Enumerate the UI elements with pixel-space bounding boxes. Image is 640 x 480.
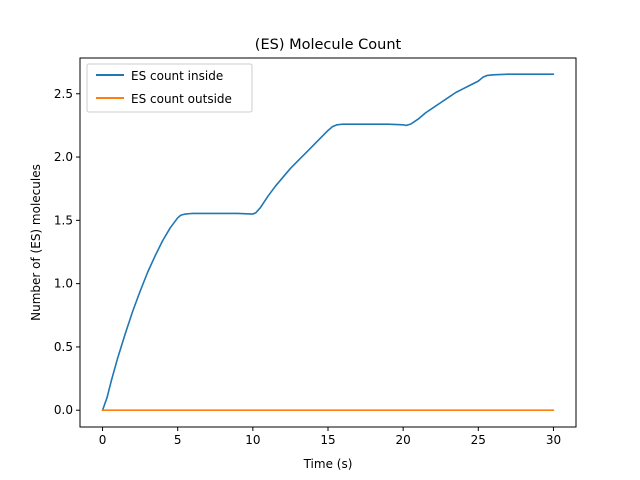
y-axis-label: Number of (ES) molecules [29, 164, 43, 321]
y-tick-label: 2.5 [54, 87, 73, 101]
y-tick-label: 2.0 [54, 150, 73, 164]
series-layer [101, 73, 555, 412]
legend: ES count inside ES count outside [86, 63, 253, 113]
legend-label-inside: ES count inside [131, 69, 223, 83]
x-tick-label: 0 [99, 433, 107, 447]
series-line-inside [101, 73, 555, 412]
x-tick-label: 15 [320, 433, 335, 447]
y-tick-label: 1.0 [54, 277, 73, 291]
chart-title: (ES) Molecule Count [255, 37, 402, 53]
x-axis-ticks: 0 5 10 15 20 25 30 [99, 427, 561, 447]
y-axis-ticks: 0.0 0.5 1.0 1.5 2.0 2.5 [54, 87, 80, 417]
x-axis-label: Time (s) [303, 457, 353, 471]
x-tick-label: 25 [471, 433, 486, 447]
x-tick-label: 5 [174, 433, 182, 447]
y-tick-label: 1.5 [54, 213, 73, 227]
legend-box [86, 63, 253, 113]
legend-label-outside: ES count outside [131, 92, 232, 106]
x-tick-label: 30 [546, 433, 561, 447]
y-tick-label: 0.0 [54, 403, 73, 417]
x-tick-label: 20 [396, 433, 411, 447]
y-tick-label: 0.5 [54, 340, 73, 354]
x-tick-label: 10 [245, 433, 260, 447]
